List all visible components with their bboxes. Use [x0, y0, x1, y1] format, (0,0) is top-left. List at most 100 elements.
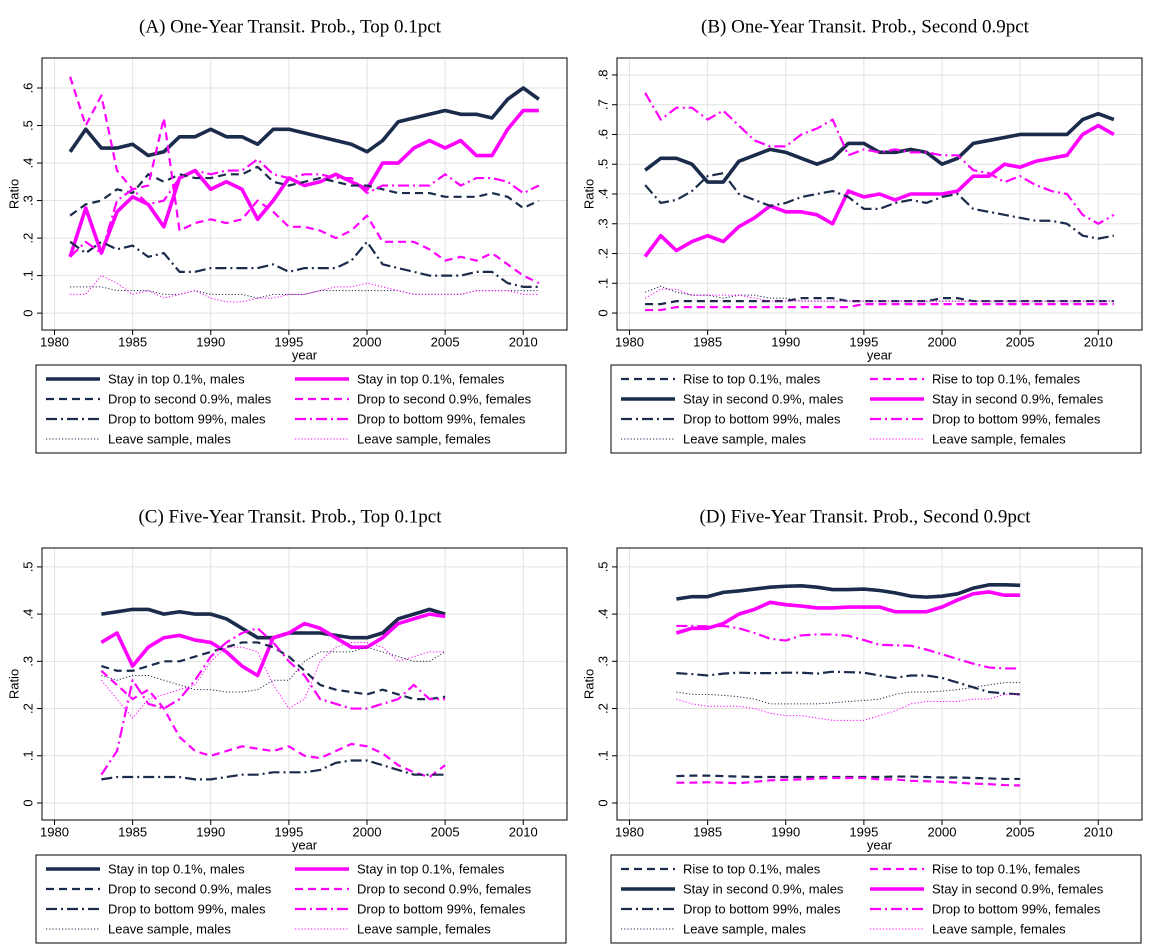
legend-label: Leave sample, females: [357, 921, 491, 936]
y-tick-label: .1: [595, 750, 610, 761]
x-tick-label: 2005: [1006, 334, 1035, 349]
plot-area: [42, 58, 567, 330]
x-tick-label: 1985: [693, 334, 722, 349]
legend-label: Rise to top 0.1%, males: [683, 371, 821, 386]
plot-frame: [41, 57, 568, 331]
panel-title: (B) One-Year Transit. Prob., Second 0.9p…: [701, 16, 1030, 37]
y-tick-label: .2: [20, 703, 35, 714]
x-tick-label: 1990: [771, 334, 800, 349]
series-line: [676, 776, 1021, 787]
y-tick-label: 0: [595, 799, 610, 806]
y-tick-label: .4: [595, 189, 610, 200]
y-tick-label: .3: [595, 218, 610, 229]
series-line: [100, 669, 446, 779]
plot-lines: [100, 607, 446, 781]
x-tick-label: 1990: [771, 824, 800, 839]
panel-title: (A) One-Year Transit. Prob., Top 0.1pct: [139, 16, 442, 37]
legend-label: Leave sample, males: [108, 431, 231, 446]
x-tick-label: 1980: [615, 824, 644, 839]
y-tick-label: .5: [595, 159, 610, 170]
series-line: [676, 624, 1021, 670]
y-tick-label: .4: [20, 158, 35, 169]
legend-label: Stay in second 0.9%, females: [932, 881, 1104, 896]
y-tick-label: .3: [595, 656, 610, 667]
series-line: [69, 158, 540, 258]
x-axis-label: year: [292, 347, 318, 362]
series-line: [69, 240, 539, 288]
y-tick-label: .6: [20, 83, 35, 94]
x-tick-label: 2010: [509, 824, 538, 839]
legend-label: Drop to bottom 99%, males: [683, 901, 841, 916]
x-tick-label: 2005: [1006, 824, 1035, 839]
y-tick-label: .5: [595, 561, 610, 572]
y-tick-label: .7: [595, 99, 610, 110]
series-line: [643, 123, 1115, 258]
x-tick-label: 2010: [1084, 334, 1113, 349]
plot-lines: [68, 76, 540, 303]
legend-label: Drop to bottom 99%, females: [932, 901, 1101, 916]
y-tick-label: 0: [595, 309, 610, 316]
y-tick-label: .5: [20, 561, 35, 572]
y-tick-label: 0: [20, 799, 35, 806]
panel: (B) One-Year Transit. Prob., Second 0.9p…: [581, 16, 1143, 454]
legend-label: Drop to bottom 99%, males: [108, 901, 266, 916]
x-tick-label: 2000: [353, 824, 382, 839]
legend-label: Leave sample, females: [932, 431, 1066, 446]
legend-label: Rise to top 0.1%, females: [932, 861, 1081, 876]
x-tick-label: 1995: [274, 824, 303, 839]
plot-lines: [643, 92, 1115, 312]
series-line: [675, 590, 1021, 635]
legend-label: Stay in top 0.1%, males: [108, 861, 245, 876]
x-tick-label: 2000: [928, 334, 957, 349]
x-tick-label: 1990: [196, 334, 225, 349]
legend-label: Stay in top 0.1%, males: [108, 371, 245, 386]
x-tick-label: 1995: [274, 334, 303, 349]
legend-label: Leave sample, males: [683, 431, 806, 446]
series-line: [70, 275, 539, 303]
x-tick-label: 1995: [849, 824, 878, 839]
y-tick-label: .1: [20, 270, 35, 281]
legend-label: Rise to top 0.1%, males: [683, 861, 821, 876]
legend-label: Stay in top 0.1%, females: [357, 861, 505, 876]
y-tick-label: .4: [20, 609, 35, 620]
legend-label: Stay in second 0.9%, females: [932, 391, 1104, 406]
y-axis-label: Ratio: [581, 179, 596, 209]
series-line: [100, 612, 446, 678]
series-line: [676, 670, 1021, 696]
legend-label: Leave sample, females: [357, 431, 491, 446]
plot-frame: [616, 57, 1143, 331]
legend-label: Drop to bottom 99%, females: [357, 411, 526, 426]
legend-label: Leave sample, females: [932, 921, 1066, 936]
legend-label: Drop to second 0.9%, males: [108, 391, 272, 406]
legend-label: Stay in top 0.1%, females: [357, 371, 505, 386]
legend-label: Stay in second 0.9%, males: [683, 391, 844, 406]
series-line: [676, 682, 1021, 705]
x-tick-label: 1980: [40, 824, 69, 839]
legend-label: Rise to top 0.1%, females: [932, 371, 1081, 386]
x-tick-label: 1990: [196, 824, 225, 839]
y-tick-label: .3: [20, 195, 35, 206]
legend-label: Drop to bottom 99%, males: [683, 411, 841, 426]
legend-label: Drop to second 0.9%, females: [357, 881, 532, 896]
y-axis-label: Ratio: [6, 669, 21, 699]
legend-label: Leave sample, males: [108, 921, 231, 936]
legend-label: Leave sample, males: [683, 921, 806, 936]
panel: (C) Five-Year Transit. Prob., Top 0.1pct…: [6, 506, 568, 944]
legend-label: Drop to bottom 99%, females: [932, 411, 1101, 426]
plot-lines: [675, 583, 1021, 787]
x-tick-label: 1985: [118, 334, 147, 349]
legend-label: Drop to bottom 99%, females: [357, 901, 526, 916]
legend-label: Drop to bottom 99%, males: [108, 411, 266, 426]
series-line: [69, 76, 540, 285]
x-tick-label: 1995: [849, 334, 878, 349]
y-tick-label: .1: [595, 278, 610, 289]
panel: (A) One-Year Transit. Prob., Top 0.1pct 1…: [6, 16, 568, 454]
series-line: [68, 86, 540, 158]
series-line: [676, 693, 1021, 721]
y-tick-label: .2: [595, 703, 610, 714]
y-axis-label: Ratio: [581, 669, 596, 699]
x-tick-label: 2000: [353, 334, 382, 349]
series-line: [644, 288, 1114, 302]
series-line: [69, 165, 540, 217]
